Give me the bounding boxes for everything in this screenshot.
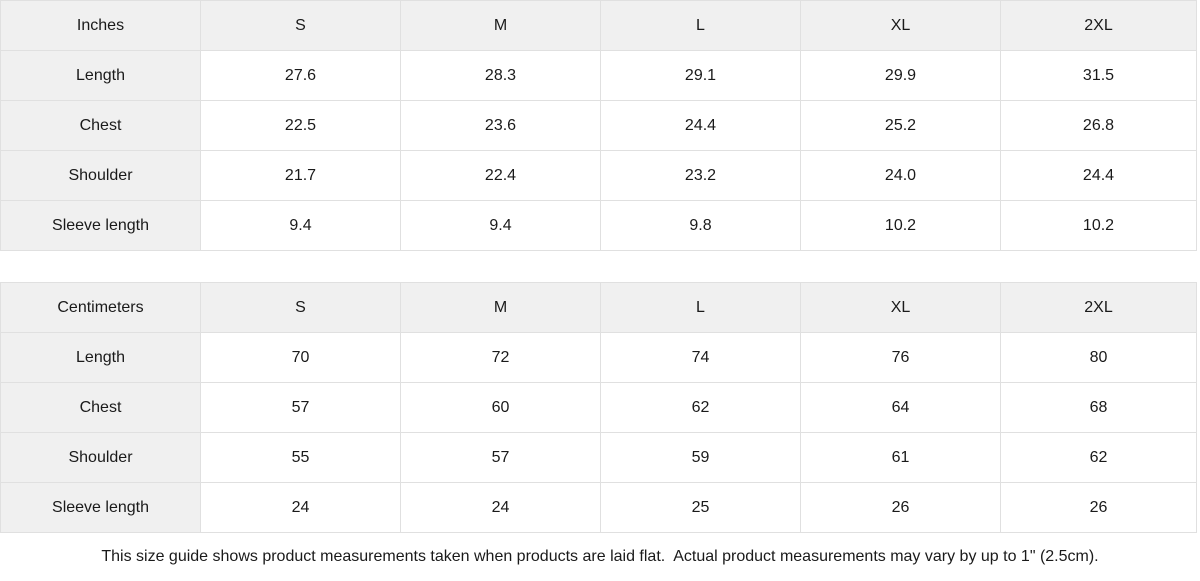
- measurement-cell: 62: [1000, 432, 1197, 483]
- measurement-cell: 72: [400, 332, 601, 383]
- measurement-cell: 60: [400, 382, 601, 433]
- row-label-cell: Chest: [0, 100, 201, 151]
- measurement-cell: 24: [400, 482, 601, 533]
- size-header-cell: M: [400, 0, 601, 51]
- measurement-cell: 26.8: [1000, 100, 1197, 151]
- size-header-cell: L: [600, 0, 801, 51]
- measurement-cell: 27.6: [200, 50, 401, 101]
- measurement-cell: 28.3: [400, 50, 601, 101]
- row-label-cell: Shoulder: [0, 432, 201, 483]
- header-row: Centimeters S M L XL 2XL: [0, 282, 1197, 333]
- measurement-cell: 29.1: [600, 50, 801, 101]
- measurement-cell: 70: [200, 332, 401, 383]
- table-row: Chest 57 60 62 64 68: [0, 382, 1197, 433]
- table-row: Shoulder 55 57 59 61 62: [0, 432, 1197, 483]
- measurement-cell: 57: [400, 432, 601, 483]
- size-header-cell: 2XL: [1000, 0, 1197, 51]
- size-header-cell: S: [200, 0, 401, 51]
- measurement-cell: 57: [200, 382, 401, 433]
- measurement-cell: 64: [800, 382, 1001, 433]
- row-label-cell: Length: [0, 332, 201, 383]
- size-header-cell: L: [600, 282, 801, 333]
- measurement-cell: 10.2: [1000, 200, 1197, 251]
- measurement-cell: 25.2: [800, 100, 1001, 151]
- size-header-cell: S: [200, 282, 401, 333]
- unit-header-cell: Inches: [0, 0, 201, 51]
- table-row: Chest 22.5 23.6 24.4 25.2 26.8: [0, 100, 1197, 151]
- measurement-cell: 9.4: [400, 200, 601, 251]
- measurement-cell: 68: [1000, 382, 1197, 433]
- measurement-cell: 31.5: [1000, 50, 1197, 101]
- table-row: Length 27.6 28.3 29.1 29.9 31.5: [0, 50, 1197, 101]
- measurement-cell: 26: [800, 482, 1001, 533]
- header-row: Inches S M L XL 2XL: [0, 0, 1197, 51]
- row-label-cell: Sleeve length: [0, 200, 201, 251]
- measurement-cell: 9.8: [600, 200, 801, 251]
- measurement-cell: 55: [200, 432, 401, 483]
- measurement-cell: 24: [200, 482, 401, 533]
- measurement-cell: 21.7: [200, 150, 401, 201]
- table-row: Length 70 72 74 76 80: [0, 332, 1197, 383]
- table-row: Shoulder 21.7 22.4 23.2 24.0 24.4: [0, 150, 1197, 201]
- row-label-cell: Shoulder: [0, 150, 201, 201]
- measurement-cell: 24.4: [600, 100, 801, 151]
- row-label-cell: Sleeve length: [0, 482, 201, 533]
- measurement-cell: 62: [600, 382, 801, 433]
- measurement-cell: 22.5: [200, 100, 401, 151]
- measurement-cell: 59: [600, 432, 801, 483]
- measurement-cell: 9.4: [200, 200, 401, 251]
- measurement-cell: 29.9: [800, 50, 1001, 101]
- measurement-cell: 24.0: [800, 150, 1001, 201]
- measurement-cell: 23.2: [600, 150, 801, 201]
- size-table-centimeters: Centimeters S M L XL 2XL Length 70 72 74 76 80 Chest…: [0, 282, 1197, 533]
- table-gap: [0, 251, 1200, 282]
- measurement-cell: 10.2: [800, 200, 1001, 251]
- size-guide-note: This size guide shows product measuremen…: [101, 548, 1099, 565]
- measurement-cell: 24.4: [1000, 150, 1197, 201]
- size-table-inches: Inches S M L XL 2XL Length 27.6 28.3 29.1 29.9 31.5…: [0, 0, 1197, 251]
- table-row: Sleeve length 9.4 9.4 9.8 10.2 10.2: [0, 200, 1197, 251]
- measurement-cell: 26: [1000, 482, 1197, 533]
- measurement-cell: 61: [800, 432, 1001, 483]
- row-label-cell: Chest: [0, 382, 201, 433]
- measurement-cell: 23.6: [400, 100, 601, 151]
- size-header-cell: XL: [800, 282, 1001, 333]
- unit-header-cell: Centimeters: [0, 282, 201, 333]
- size-header-cell: XL: [800, 0, 1001, 51]
- size-header-cell: 2XL: [1000, 282, 1197, 333]
- measurement-cell: 76: [800, 332, 1001, 383]
- measurement-cell: 25: [600, 482, 801, 533]
- measurement-cell: 74: [600, 332, 801, 383]
- measurement-cell: 80: [1000, 332, 1197, 383]
- size-header-cell: M: [400, 282, 601, 333]
- measurement-cell: 22.4: [400, 150, 601, 201]
- table-row: Sleeve length 24 24 25 26 26: [0, 482, 1197, 533]
- row-label-cell: Length: [0, 50, 201, 101]
